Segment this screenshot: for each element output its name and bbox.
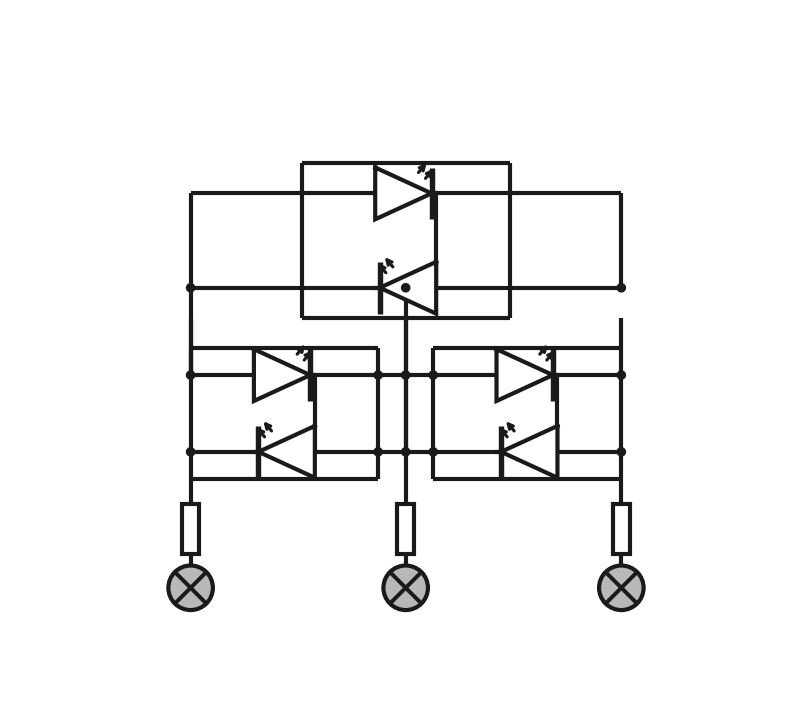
Circle shape: [169, 565, 213, 610]
Circle shape: [617, 448, 626, 456]
Circle shape: [374, 448, 382, 456]
Circle shape: [401, 371, 409, 379]
Circle shape: [187, 371, 195, 379]
Polygon shape: [375, 168, 432, 219]
Circle shape: [599, 565, 644, 610]
Polygon shape: [501, 426, 557, 478]
Polygon shape: [254, 349, 310, 401]
Polygon shape: [497, 349, 553, 401]
Circle shape: [383, 565, 428, 610]
Circle shape: [187, 448, 195, 456]
Polygon shape: [380, 262, 436, 314]
Circle shape: [401, 283, 409, 292]
Bar: [398, 505, 414, 554]
Circle shape: [429, 371, 437, 379]
Circle shape: [617, 283, 626, 292]
Polygon shape: [258, 426, 315, 478]
Circle shape: [429, 448, 437, 456]
Bar: [182, 505, 199, 554]
Circle shape: [617, 371, 626, 379]
Circle shape: [374, 371, 382, 379]
Bar: [613, 505, 630, 554]
Circle shape: [401, 448, 409, 456]
Circle shape: [187, 283, 195, 292]
